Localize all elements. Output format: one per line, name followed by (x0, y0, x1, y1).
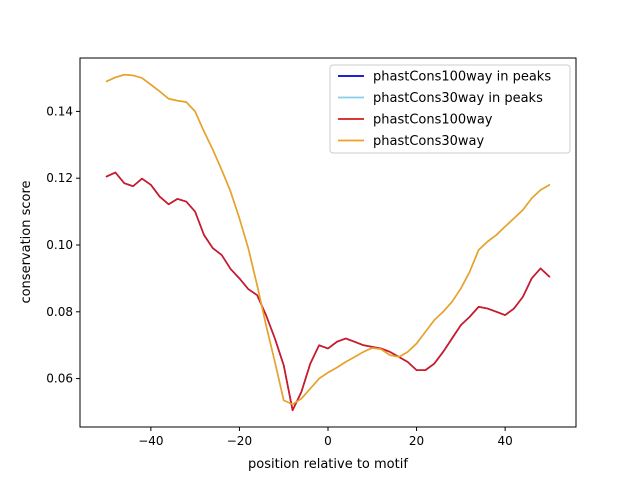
y-tick-label: 0.06 (46, 372, 73, 386)
legend-box (329, 64, 571, 154)
x-axis-label: position relative to motif (248, 457, 408, 472)
legend-label-1: phastCons100way in peaks (373, 70, 551, 85)
y-axis-label: conservation score (19, 180, 34, 303)
series-line-4 (105, 73, 551, 406)
x-tick-label: 20 (409, 434, 424, 448)
series-line-3 (105, 171, 551, 412)
x-tick-label: −40 (138, 434, 163, 448)
series-line-1 (105, 171, 551, 412)
x-tick-label: −20 (227, 434, 252, 448)
legend-label-4: phastCons30way (373, 134, 485, 149)
series-layer (105, 73, 551, 412)
x-axis-ticks: −40 −20 0 20 40 (138, 427, 513, 448)
x-tick-label: 40 (498, 434, 513, 448)
y-axis-ticks: 0.06 0.08 0.10 0.12 0.14 (46, 104, 80, 386)
y-tick-label: 0.14 (46, 104, 73, 118)
y-tick-label: 0.08 (46, 305, 73, 319)
y-tick-label: 0.10 (46, 238, 73, 252)
legend-label-3: phastCons100way (373, 113, 493, 128)
legend: phastCons100way in peaks phastCons30way i… (329, 64, 571, 154)
legend-label-2: phastCons30way in peaks (373, 91, 543, 106)
x-tick-label: 0 (324, 434, 332, 448)
y-tick-label: 0.12 (46, 171, 73, 185)
